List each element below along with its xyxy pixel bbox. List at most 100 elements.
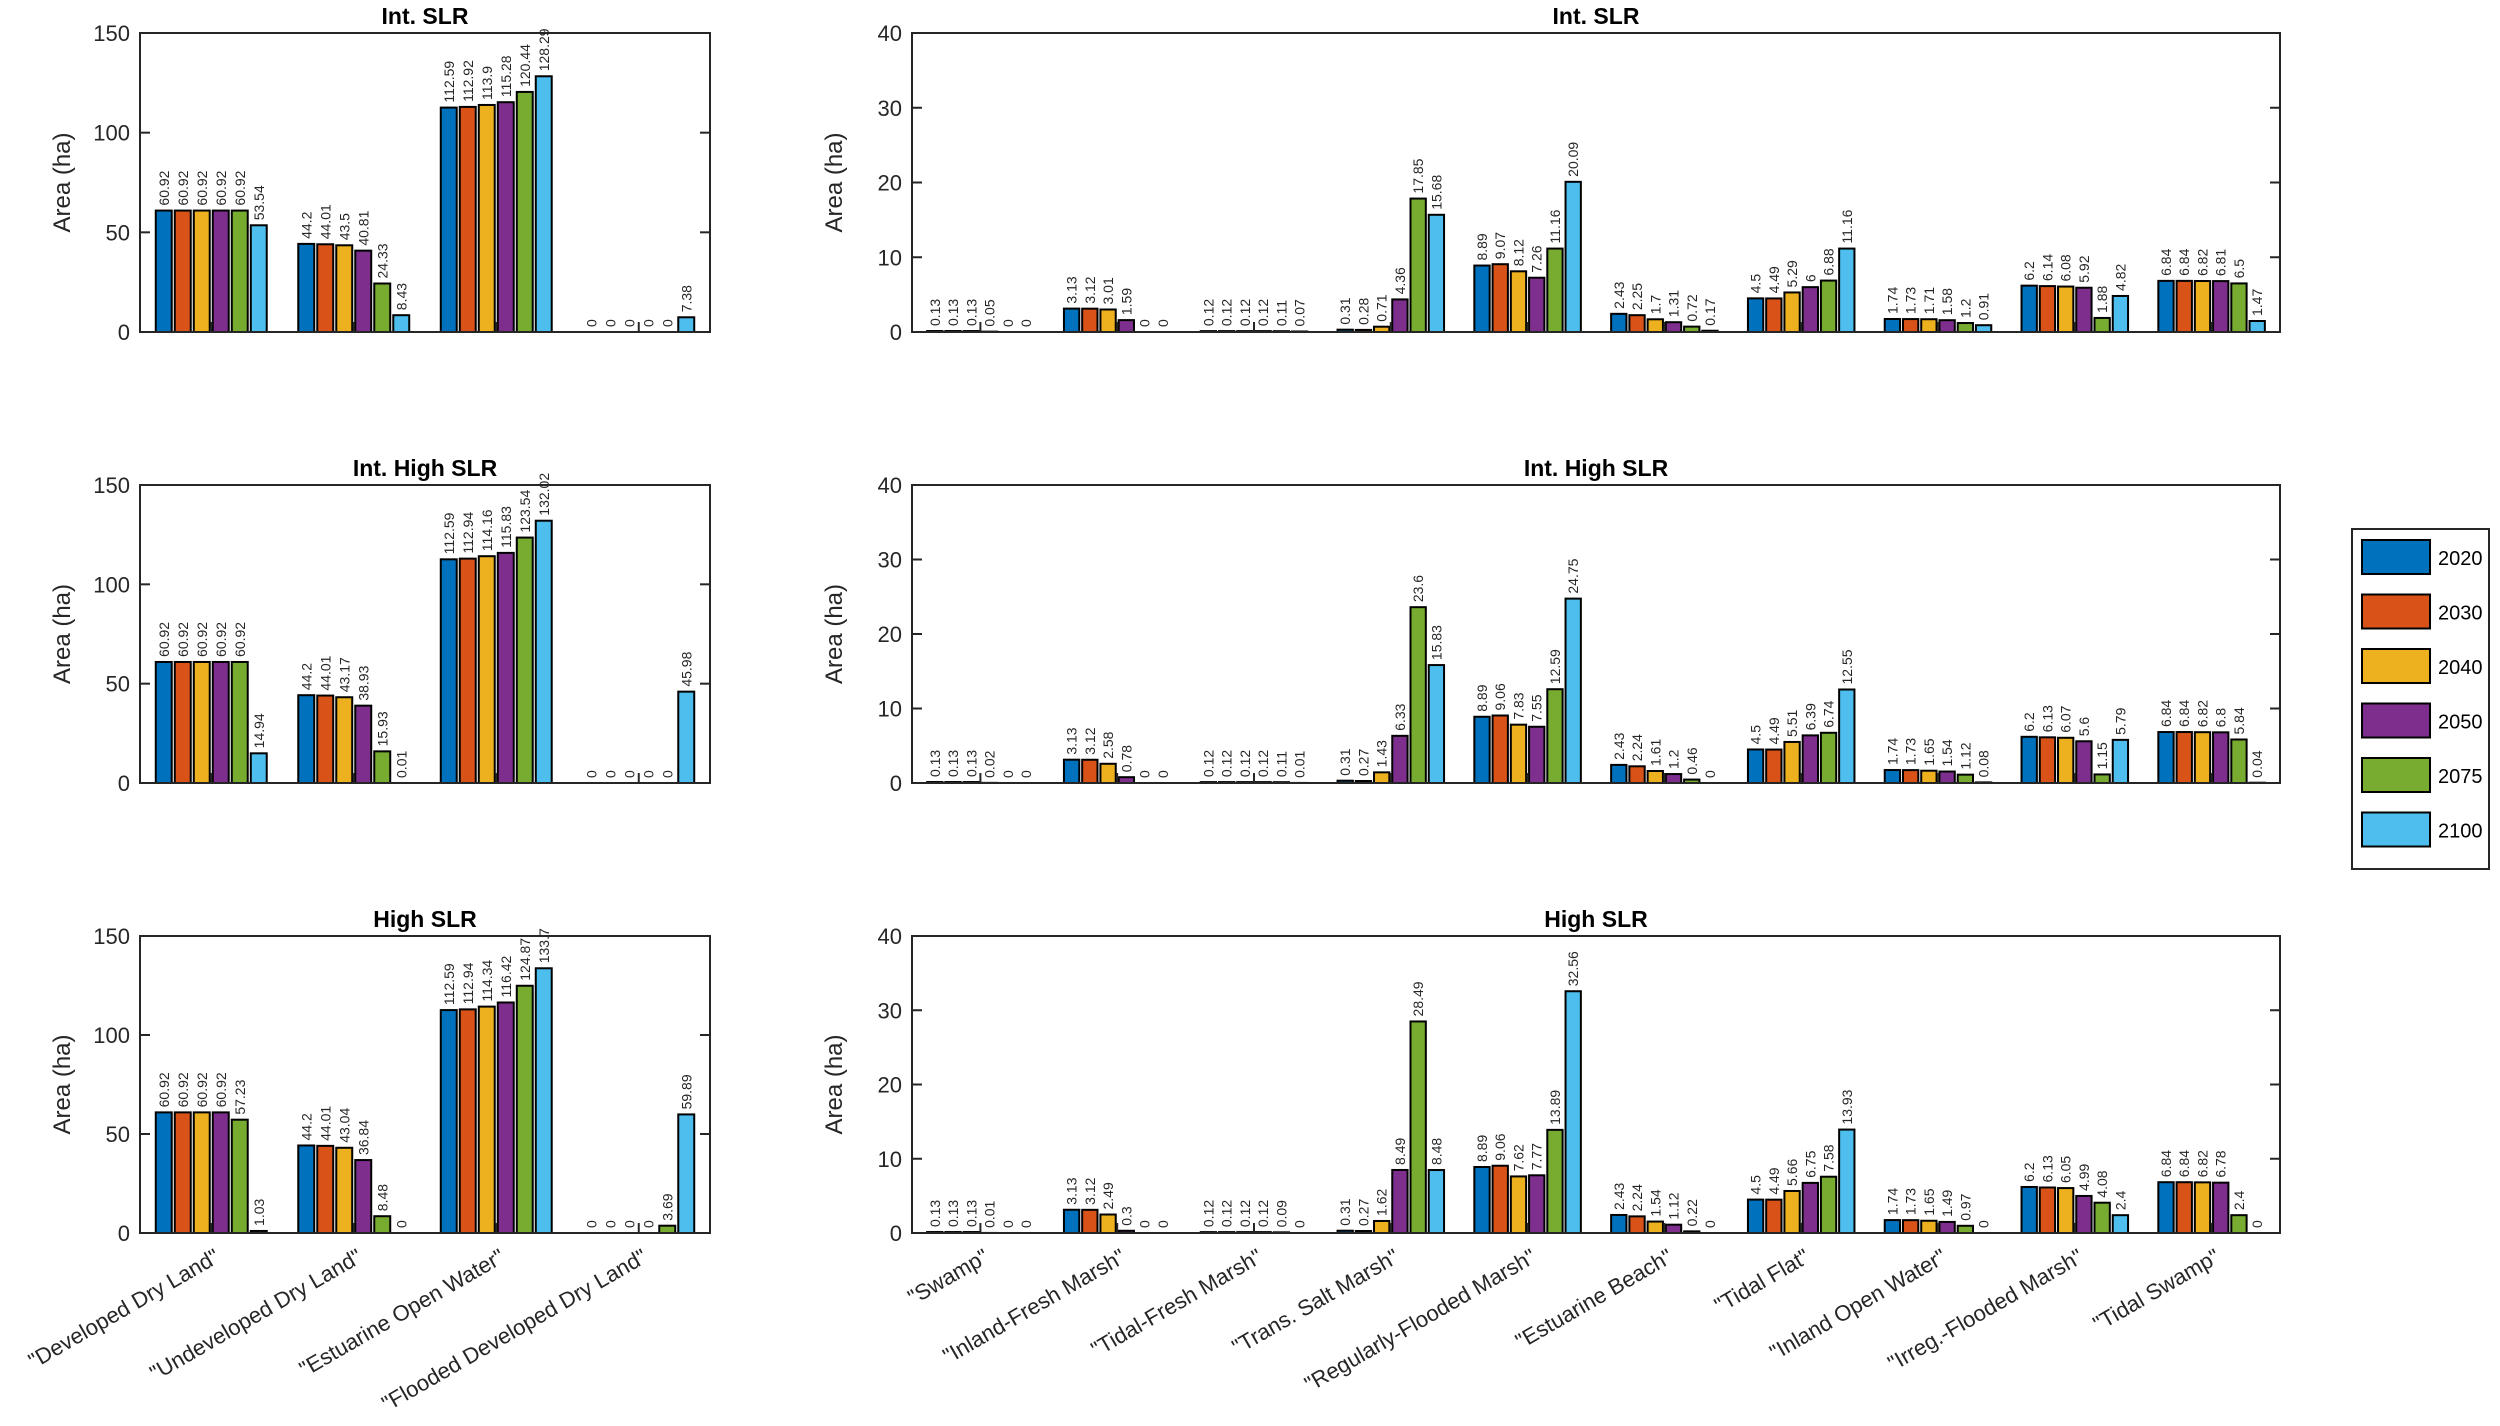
data-label: 0.08 [1976, 750, 1992, 777]
axes-box [911, 484, 2281, 784]
y-axis-label: Area (ha) [49, 584, 76, 684]
bar-2030 [458, 1008, 477, 1234]
data-label: 60.92 [175, 1072, 191, 1107]
data-label: 5.92 [2076, 255, 2092, 282]
data-label: 60.92 [175, 622, 191, 657]
axes-box [139, 935, 711, 1234]
data-label: 0.09 [1273, 1200, 1289, 1227]
data-label: 8.89 [1474, 1135, 1490, 1162]
data-label: 1.65 [1921, 738, 1937, 765]
legend-label: 2075 [2438, 766, 2483, 788]
y-tick-label: 0 [118, 771, 130, 796]
chart-3: Int. High SLR Area (ha) 60.92 44.2 112.59 0 60… [49, 455, 711, 796]
bar-2030 [1901, 318, 1920, 333]
y-axis-label: Area (ha) [821, 1034, 848, 1134]
data-label: 0 [1155, 770, 1171, 778]
bar-2030 [1491, 263, 1509, 333]
data-label: 0.02 [982, 750, 998, 777]
bar-2040 [1646, 1220, 1664, 1235]
bar-2020 [154, 660, 173, 785]
bar-2050 [1938, 1220, 1956, 1235]
bar-2040 [1646, 318, 1664, 334]
bar-2100 [1427, 213, 1446, 334]
bar-2050 [1801, 734, 1819, 784]
bar-2075 [1546, 247, 1564, 333]
data-label: 0.27 [1355, 749, 1371, 776]
data-label: 5.66 [1784, 1159, 1800, 1186]
data-label: 17.85 [1410, 158, 1426, 193]
data-label: 0.12 [1200, 750, 1216, 777]
data-label: 6.14 [2039, 254, 2055, 281]
data-label: 6.82 [2194, 249, 2210, 276]
bar-2075 [230, 209, 249, 333]
bar-2075 [2093, 1201, 2111, 1235]
data-label: 11.16 [1547, 209, 1563, 243]
data-label: 60.92 [194, 622, 210, 657]
data-label: 6.07 [2058, 705, 2074, 732]
bar-2050 [211, 660, 230, 785]
bar-2020 [2157, 1181, 2175, 1235]
data-label: 124.87 [517, 938, 533, 981]
y-tick-label: 50 [106, 1122, 130, 1147]
data-label: 7.55 [1529, 694, 1545, 721]
bar-2020 [1746, 1198, 1765, 1235]
data-label: 1.61 [1647, 739, 1663, 766]
x-category-label: "Flooded Developed Dry Land" [377, 1244, 651, 1417]
bar-2030 [1491, 714, 1509, 784]
bar-2075 [373, 750, 392, 785]
data-label: 1.12 [1957, 742, 1973, 769]
data-label: 44.01 [317, 655, 333, 690]
data-label: 2.25 [1629, 283, 1645, 310]
bar-2040 [2193, 280, 2212, 334]
data-label: 4.36 [1392, 267, 1408, 294]
chart-title: Int. High SLR [1524, 455, 1669, 481]
data-label: 112.92 [460, 60, 476, 102]
data-label: 1.47 [2249, 289, 2265, 316]
data-label: 0.28 [1355, 297, 1371, 324]
bar-2030 [1901, 1219, 1920, 1235]
bar-2030 [1628, 1215, 1646, 1235]
bar-2040 [1783, 291, 1801, 333]
data-label: 0.78 [1118, 745, 1134, 772]
bar-2100 [1564, 597, 1582, 784]
data-label: 0.01 [982, 1200, 998, 1227]
chart-2: Int. SLR Area (ha) 0.13 3.13 0.12 0.31 8.89 2.4… [821, 3, 2281, 345]
bar-2050 [1801, 286, 1819, 333]
bar-2050 [496, 1001, 515, 1234]
bar-2020 [1610, 312, 1628, 334]
bar-2040 [1099, 1213, 1117, 1234]
bar-2050 [1801, 1181, 1819, 1234]
bar-2020 [154, 1111, 173, 1235]
data-label: 6.5 [2231, 259, 2247, 279]
data-label: 0 [1702, 1220, 1718, 1228]
bar-2075 [658, 1224, 677, 1235]
bar-2020 [297, 242, 316, 333]
bar-2030 [173, 660, 192, 785]
data-label: 0.12 [1200, 1200, 1216, 1227]
data-label: 0.07 [1292, 299, 1308, 326]
bar-2020 [439, 1009, 458, 1234]
bar-2100 [1427, 664, 1446, 785]
bar-2040 [1373, 771, 1391, 784]
bar-2020 [2157, 279, 2175, 334]
data-label: 5.6 [2076, 717, 2092, 737]
data-label: 9.06 [1492, 683, 1508, 710]
data-label: 4.5 [1748, 274, 1764, 294]
y-tick-label: 0 [118, 320, 130, 345]
data-label: 44.01 [317, 1106, 333, 1141]
data-label: 2.43 [1611, 732, 1627, 759]
data-label: 4.99 [2076, 1163, 2092, 1190]
bar-2040 [1920, 769, 1938, 785]
bar-2040 [335, 696, 354, 784]
data-label: 0.31 [1337, 1198, 1353, 1225]
bar-2100 [534, 967, 553, 1234]
y-tick-label: 0 [118, 1221, 130, 1246]
data-label: 0 [621, 1220, 637, 1228]
data-label: 13.89 [1547, 1090, 1563, 1125]
legend-swatch [2361, 757, 2431, 793]
data-label: 1.58 [1939, 288, 1955, 315]
bar-2075 [1409, 197, 1427, 333]
axes-box [139, 484, 711, 784]
data-label: 60.92 [213, 170, 229, 205]
bar-2050 [496, 551, 515, 784]
